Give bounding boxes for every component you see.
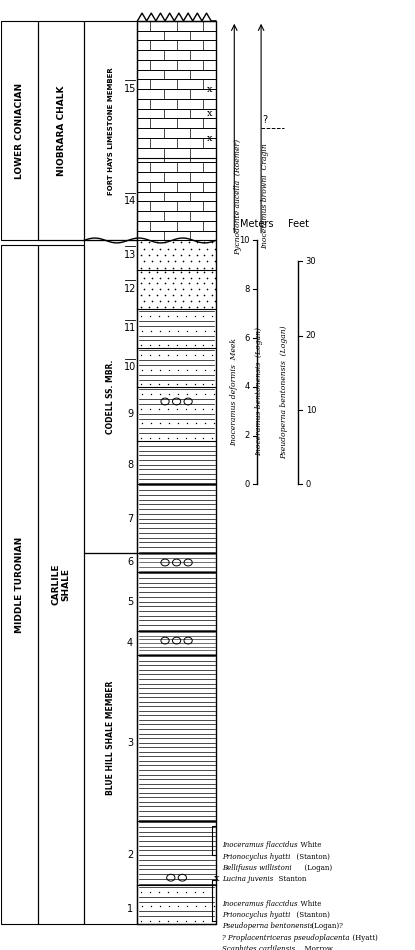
Text: NIOBRARA CHALK: NIOBRARA CHALK — [57, 86, 66, 176]
Bar — [137, 387, 216, 441]
Text: (Hyatt): (Hyatt) — [348, 934, 378, 941]
Bar — [137, 240, 216, 270]
Text: 4: 4 — [127, 638, 133, 649]
Text: (Logan): (Logan) — [300, 864, 332, 872]
Text: Morrow: Morrow — [300, 945, 333, 950]
Text: 13: 13 — [124, 250, 136, 260]
Text: Inoceramus flaccidus: Inoceramus flaccidus — [222, 842, 298, 849]
Text: 5: 5 — [127, 597, 133, 606]
Text: Pseudoperna bentonensis  (Logan): Pseudoperna bentonensis (Logan) — [280, 325, 288, 459]
Text: Feet: Feet — [288, 218, 309, 229]
Bar — [137, 553, 216, 572]
Bar — [39, 21, 84, 240]
Text: 2: 2 — [244, 431, 249, 440]
Text: 3: 3 — [127, 738, 133, 748]
Text: 30: 30 — [305, 256, 316, 266]
Bar — [1, 245, 39, 923]
Text: White: White — [296, 900, 322, 908]
Bar — [137, 348, 216, 387]
Bar — [137, 484, 216, 553]
Text: Prionocyclus hyatti: Prionocyclus hyatti — [222, 853, 290, 861]
Bar — [84, 240, 137, 553]
Text: (Logan)?: (Logan)? — [307, 922, 343, 930]
Bar — [137, 884, 216, 923]
Text: 10: 10 — [124, 362, 136, 372]
Text: Lucina juvenis: Lucina juvenis — [222, 875, 273, 884]
Text: 10: 10 — [239, 236, 249, 245]
Text: Prionocyclus hyatti: Prionocyclus hyatti — [222, 911, 290, 920]
Bar — [137, 158, 216, 240]
Bar — [39, 245, 84, 923]
Text: 4: 4 — [244, 382, 249, 391]
Text: 14: 14 — [124, 197, 136, 206]
Text: 1: 1 — [127, 903, 133, 914]
Text: 7: 7 — [127, 514, 133, 523]
Bar — [137, 572, 216, 631]
Text: 9: 9 — [127, 409, 133, 419]
Text: (Stanton): (Stanton) — [293, 911, 330, 920]
Bar — [137, 441, 216, 484]
Text: 0: 0 — [244, 480, 249, 489]
Text: Meters: Meters — [240, 218, 274, 229]
Text: x: x — [207, 85, 212, 94]
Text: x: x — [207, 134, 212, 142]
Text: Inoceramus flaccidus: Inoceramus flaccidus — [222, 900, 298, 908]
Bar — [137, 21, 216, 158]
Text: ?: ? — [262, 116, 267, 125]
Text: 15: 15 — [124, 85, 136, 94]
Text: Inoceramus bentonensis  (Logan): Inoceramus bentonensis (Logan) — [255, 327, 263, 456]
Bar — [84, 553, 137, 923]
Text: x: x — [207, 109, 212, 118]
Text: CODELL SS. MBR.: CODELL SS. MBR. — [106, 359, 115, 434]
Text: 20: 20 — [305, 332, 316, 340]
Bar — [137, 631, 216, 656]
Text: MIDDLE TURONIAN: MIDDLE TURONIAN — [15, 537, 24, 633]
Bar — [1, 21, 39, 240]
Text: 10: 10 — [305, 406, 316, 414]
Text: ? Proplacentriceras pseudoplacenta: ? Proplacentriceras pseudoplacenta — [222, 934, 349, 941]
Text: 11: 11 — [124, 323, 136, 333]
Bar — [137, 309, 216, 348]
Text: 12: 12 — [124, 284, 136, 294]
Text: 8: 8 — [244, 285, 249, 294]
Text: 2: 2 — [127, 850, 133, 861]
Bar — [84, 21, 137, 240]
Text: x: x — [214, 874, 219, 884]
Text: 6: 6 — [127, 558, 133, 567]
Text: Bellifusus willistoni: Bellifusus willistoni — [222, 864, 292, 872]
Text: 6: 6 — [244, 333, 249, 343]
Text: Stanton: Stanton — [274, 875, 306, 884]
Text: Scaphites carlilensis: Scaphites carlilensis — [222, 945, 295, 950]
Text: White: White — [296, 842, 322, 849]
Text: 8: 8 — [127, 460, 133, 470]
Bar — [137, 21, 216, 923]
Text: LOWER CONIACIAN: LOWER CONIACIAN — [15, 83, 24, 179]
Text: Pseudoperna bentonensis: Pseudoperna bentonensis — [222, 922, 313, 930]
Text: Inoceramus browni  Cragin: Inoceramus browni Cragin — [261, 143, 269, 250]
Text: Inoceramus deformis  Meek: Inoceramus deformis Meek — [230, 338, 238, 446]
Bar — [137, 270, 216, 309]
Text: 0: 0 — [305, 480, 311, 489]
Text: (Stanton): (Stanton) — [293, 853, 330, 861]
Text: BLUE HILL SHALE MEMBER: BLUE HILL SHALE MEMBER — [106, 681, 115, 795]
Bar — [137, 656, 216, 821]
Text: CARLILE
SHALE: CARLILE SHALE — [51, 563, 71, 605]
Bar — [137, 821, 216, 884]
Text: Pycnodonte aucella  (Roemer): Pycnodonte aucella (Roemer) — [234, 139, 242, 255]
Text: FORT HAYS LIMESTONE MEMBER: FORT HAYS LIMESTONE MEMBER — [107, 66, 114, 195]
